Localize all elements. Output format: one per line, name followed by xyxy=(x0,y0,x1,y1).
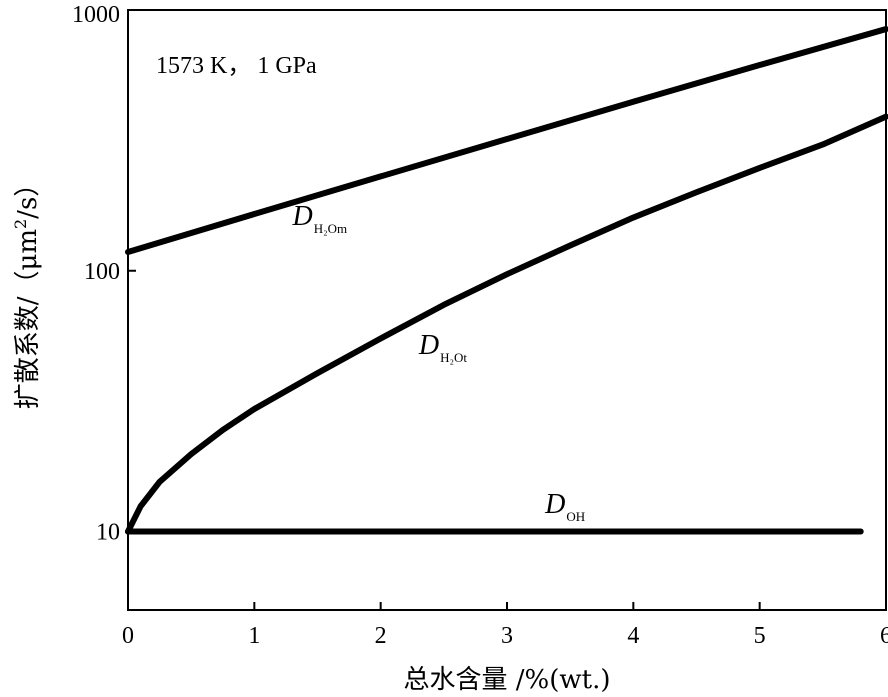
x-tick-label: 1 xyxy=(248,623,260,649)
y-axis-title-tail: /s） xyxy=(13,171,43,219)
series-labels: DH₂Om DH₂Ot DOH xyxy=(292,201,586,524)
y-tick-label: 100 xyxy=(84,259,120,285)
x-tick-label: 3 xyxy=(501,623,513,649)
x-tick-label: 5 xyxy=(754,623,766,649)
x-tick-label: 0 xyxy=(122,623,134,649)
y-tick-label: 1000 xyxy=(72,2,120,28)
y-tick-label: 10 xyxy=(96,520,120,546)
series-label-2: DH₂Ot xyxy=(418,330,468,365)
series-label-3: DOH xyxy=(544,489,585,524)
series-lines xyxy=(125,26,888,535)
y-axis-ticks: 10 100 1000 xyxy=(72,2,136,546)
x-axis-title: 总水含量 /%(wt.) xyxy=(404,665,611,695)
y-axis-title-main: 扩散系数/（μm xyxy=(13,229,43,409)
condition-annotation: 1573 K， 1 GPa xyxy=(156,53,317,79)
x-tick-label: 6 xyxy=(880,623,888,649)
series-line-1 xyxy=(125,26,888,256)
plot-frame xyxy=(127,9,887,611)
x-tick-label: 2 xyxy=(375,623,387,649)
x-axis-ticks: 0 1 2 3 4 5 6 xyxy=(122,602,888,649)
series-label-1: DH₂Om xyxy=(292,201,348,236)
x-tick-label: 4 xyxy=(627,623,639,649)
y-axis-title-superscript: 2 xyxy=(11,219,30,229)
series-line-2 xyxy=(125,113,888,535)
y-axis-title: 扩散系数/（μm2/s） xyxy=(11,171,43,410)
